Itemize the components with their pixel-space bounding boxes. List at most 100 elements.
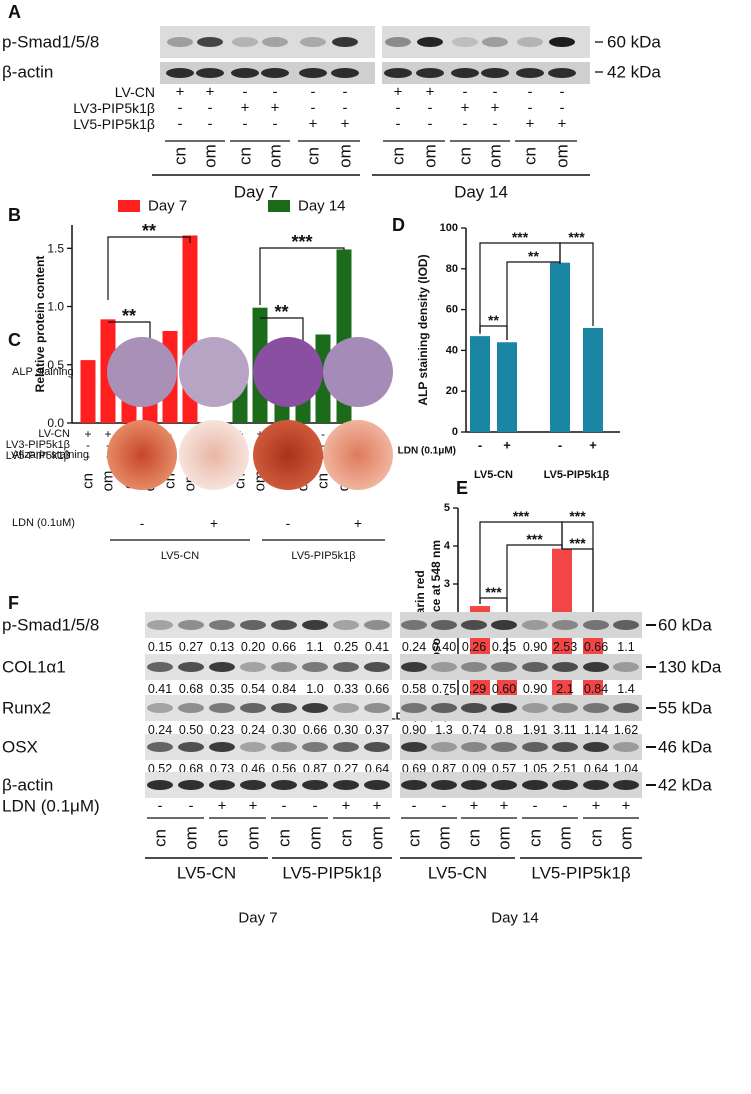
blot-label: OSX bbox=[2, 738, 38, 757]
ratio: 0.33 bbox=[334, 682, 358, 696]
sign: - bbox=[208, 116, 213, 133]
sign: + bbox=[373, 798, 382, 815]
blot-band bbox=[549, 37, 575, 47]
lane-label: cn bbox=[405, 829, 424, 847]
lane-label: cn bbox=[304, 147, 323, 165]
sign: + bbox=[426, 84, 435, 101]
sign: - bbox=[178, 100, 183, 117]
blot-band bbox=[583, 662, 609, 672]
legend-swatch bbox=[118, 200, 140, 212]
significance-label: *** bbox=[526, 531, 543, 547]
y-tick-label: 40 bbox=[446, 344, 458, 356]
size-label: 42 kDa bbox=[658, 776, 712, 795]
lane-label: om bbox=[368, 826, 387, 850]
stain-well bbox=[179, 420, 249, 490]
lane-label: cn bbox=[236, 147, 255, 165]
group-label: LV5-PIP5k1β bbox=[544, 469, 610, 481]
y-tick-label: 0.0 bbox=[47, 416, 64, 430]
blot-band bbox=[431, 620, 457, 630]
blot-band bbox=[232, 37, 258, 47]
ratio: 0.68 bbox=[179, 682, 203, 696]
blot-band bbox=[522, 780, 548, 790]
significance-bracket bbox=[259, 247, 345, 305]
blot-band bbox=[271, 662, 297, 672]
sign: - bbox=[396, 100, 401, 117]
blot-band bbox=[299, 68, 327, 78]
significance-label: ** bbox=[488, 312, 499, 328]
blot-strip bbox=[145, 612, 392, 638]
blot-band bbox=[178, 742, 204, 752]
lane-label: cn bbox=[465, 829, 484, 847]
ratio: 0.29 bbox=[462, 682, 486, 696]
blot-band bbox=[167, 37, 193, 47]
group-label: Day 14 bbox=[454, 183, 508, 202]
blot-band bbox=[240, 703, 266, 713]
blot-band bbox=[613, 742, 639, 752]
sign: + bbox=[341, 116, 350, 133]
blot-band bbox=[431, 662, 457, 672]
sign: - bbox=[428, 100, 433, 117]
blot-band bbox=[364, 742, 390, 752]
significance-label: *** bbox=[291, 232, 312, 252]
blot-band bbox=[552, 742, 578, 752]
ratio: 0.25 bbox=[492, 640, 516, 654]
size-label: 60 kDa bbox=[607, 33, 661, 52]
sign: + bbox=[342, 798, 351, 815]
lane-label: om bbox=[556, 826, 575, 850]
ratio: 0.24 bbox=[402, 640, 426, 654]
blot-band bbox=[491, 620, 517, 630]
sign: + bbox=[470, 798, 479, 815]
ratio: 0.54 bbox=[241, 682, 265, 696]
group-label: LV5-PIP5k1β bbox=[531, 864, 630, 883]
sign: - bbox=[493, 116, 498, 133]
blot-label: p-Smad1/5/8 bbox=[2, 616, 99, 635]
sign: - bbox=[189, 798, 194, 815]
ratio: 0.66 bbox=[303, 723, 327, 737]
blot-band bbox=[331, 68, 359, 78]
sign: - bbox=[412, 798, 417, 815]
sign: + bbox=[394, 84, 403, 101]
blot-band bbox=[209, 662, 235, 672]
significance-bracket bbox=[559, 242, 594, 326]
stain-well bbox=[253, 420, 323, 490]
significance-label: *** bbox=[569, 508, 586, 524]
sign: + bbox=[592, 798, 601, 815]
group-label: LV5-CN bbox=[428, 864, 487, 883]
significance-label: *** bbox=[569, 535, 586, 551]
sign: + bbox=[271, 100, 280, 117]
legend-label: Day 7 bbox=[148, 198, 187, 215]
blot-band bbox=[271, 620, 297, 630]
ratio: 0.20 bbox=[241, 640, 265, 654]
ratio: 0.30 bbox=[272, 723, 296, 737]
lane-label: om bbox=[336, 144, 355, 168]
blot-band bbox=[364, 780, 390, 790]
y-tick-label: 0 bbox=[452, 426, 458, 438]
lane-label: cn bbox=[521, 147, 540, 165]
blot-band bbox=[302, 742, 328, 752]
sign: + bbox=[319, 449, 326, 463]
blot-band bbox=[401, 703, 427, 713]
sign: - bbox=[493, 84, 498, 101]
significance-bracket bbox=[108, 321, 151, 345]
y-tick-label: 3 bbox=[444, 578, 450, 590]
blot-band bbox=[461, 742, 487, 752]
stain-well bbox=[323, 337, 393, 407]
sign: - bbox=[463, 116, 468, 133]
blot-band bbox=[491, 703, 517, 713]
blot-band bbox=[333, 662, 359, 672]
lane-label: cn bbox=[151, 829, 170, 847]
blot-band bbox=[240, 620, 266, 630]
sign: + bbox=[622, 798, 631, 815]
blot-band bbox=[491, 662, 517, 672]
blot-band bbox=[481, 68, 509, 78]
sign: + bbox=[210, 515, 218, 531]
lane-label: om bbox=[486, 144, 505, 168]
y-axis-label: ALP staining density (IOD) bbox=[416, 254, 430, 405]
significance-label: ** bbox=[528, 248, 539, 264]
blot-band bbox=[147, 780, 173, 790]
ratio: 0.84 bbox=[584, 682, 608, 696]
blot-band bbox=[613, 620, 639, 630]
panel-label: D bbox=[392, 215, 405, 235]
blot-band bbox=[302, 703, 328, 713]
x-tick-label: - bbox=[478, 438, 482, 453]
